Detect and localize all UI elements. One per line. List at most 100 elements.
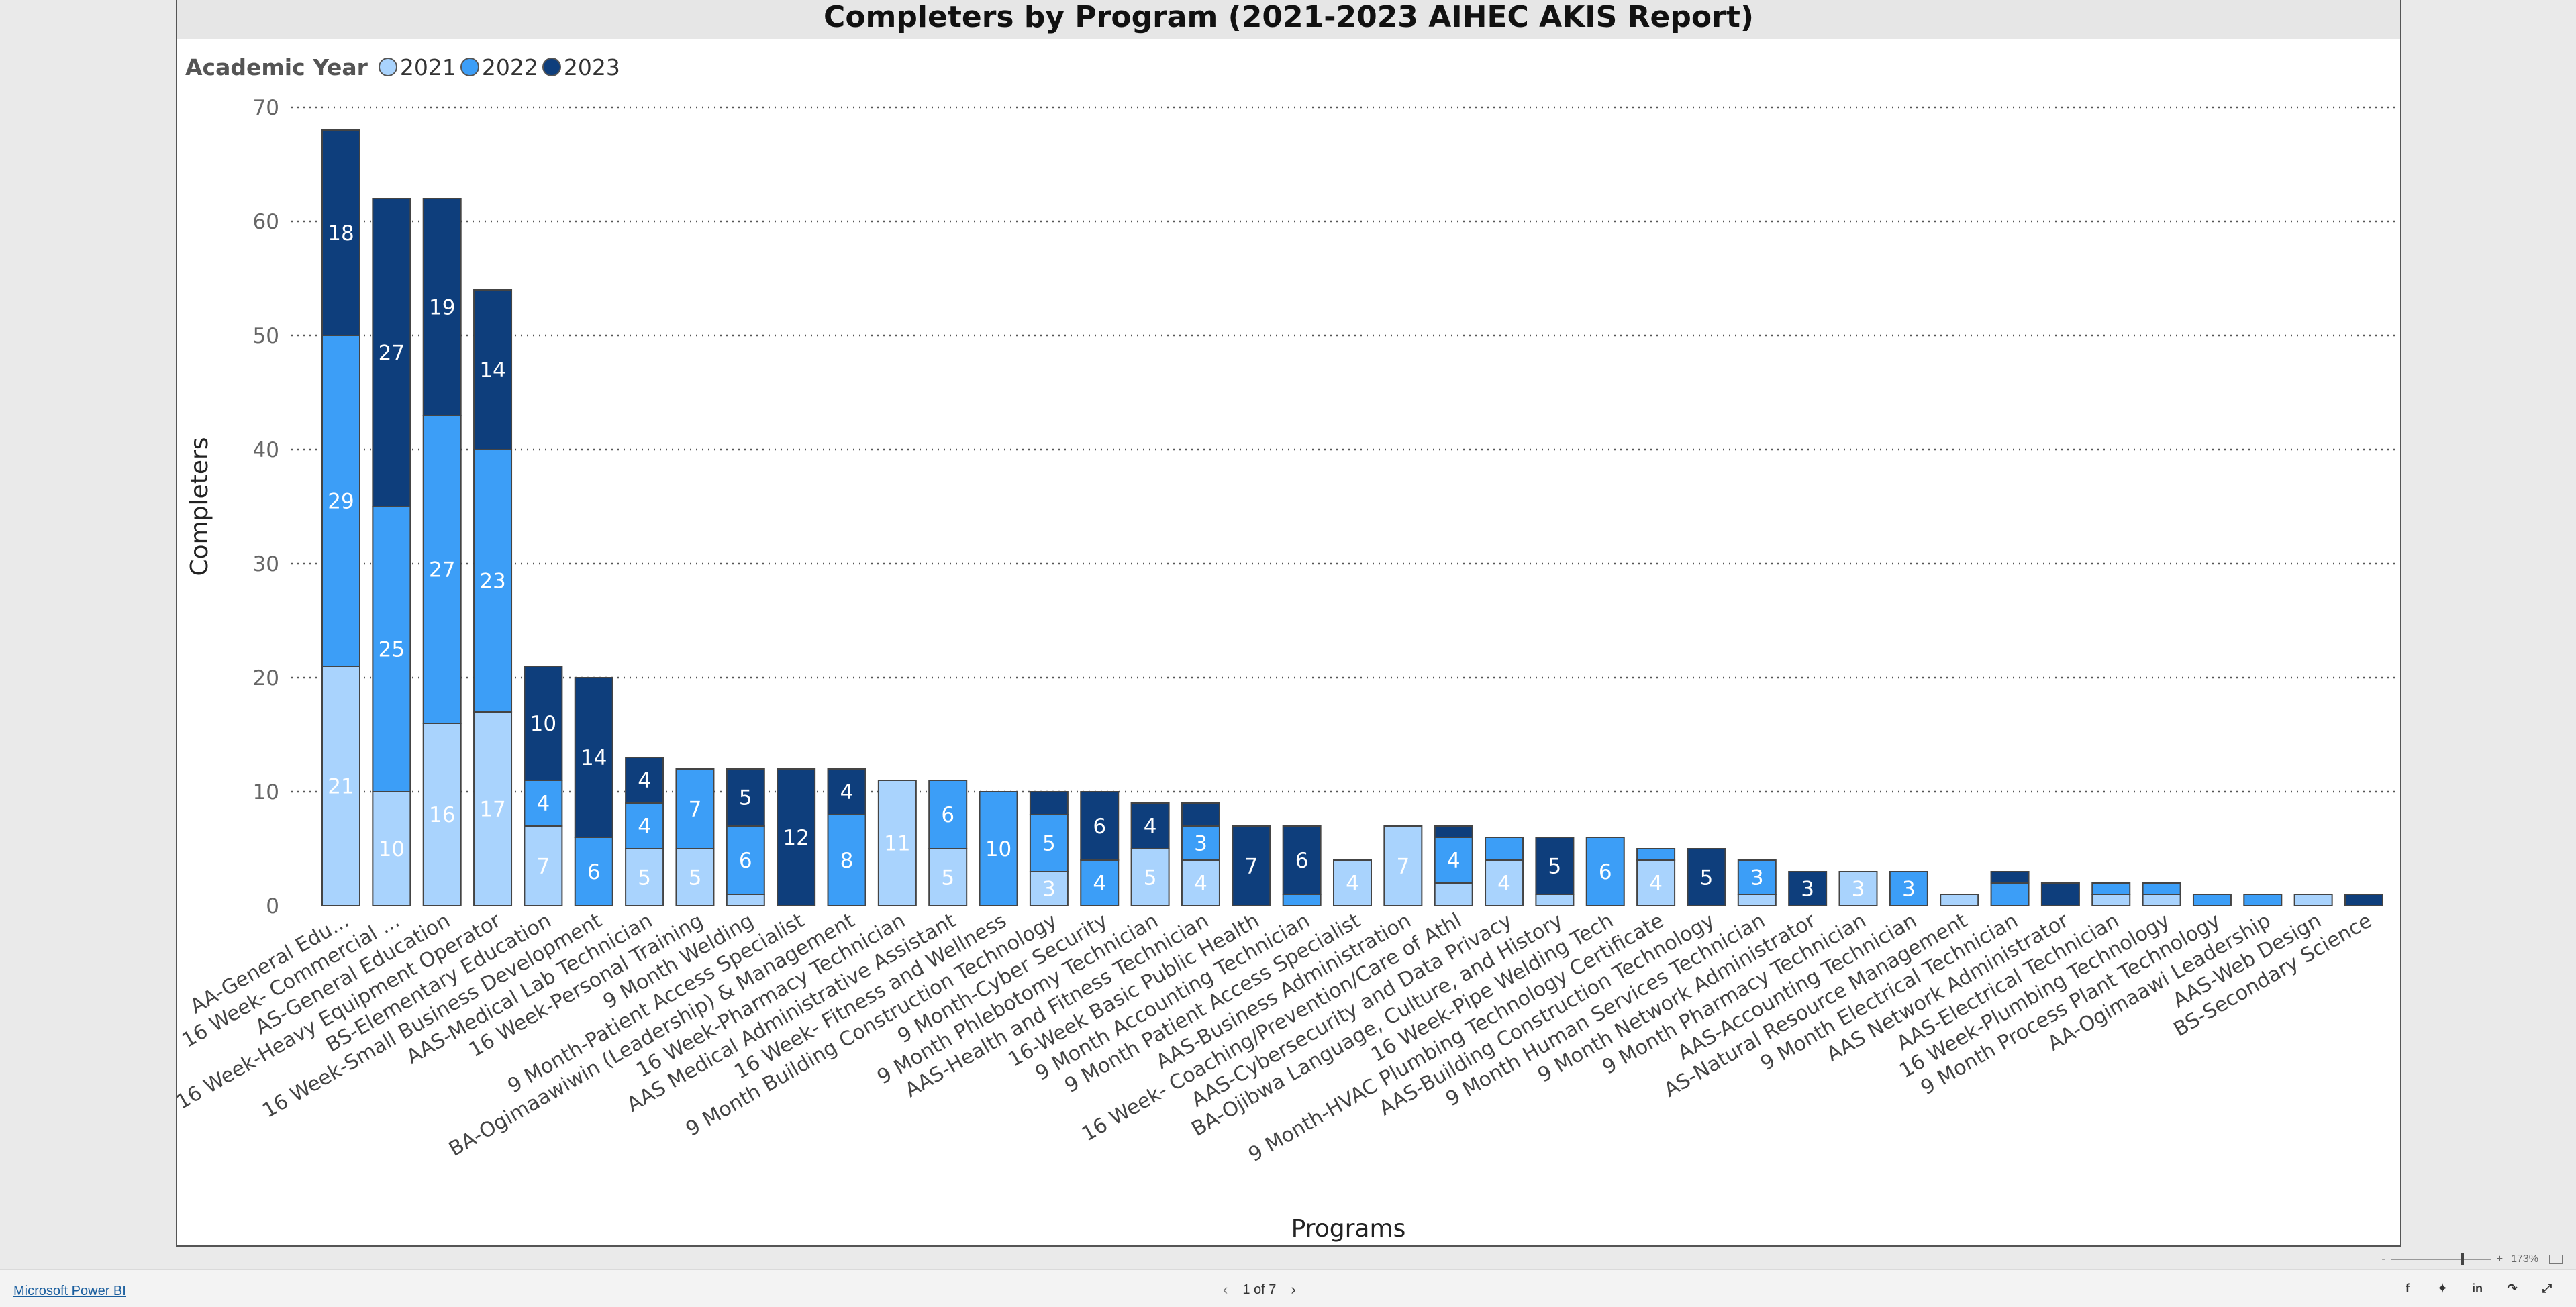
bar-segment-2022 <box>726 825 765 895</box>
legend-item-2022[interactable]: 2022 <box>460 54 538 81</box>
bar-segment-2022 <box>2192 894 2232 906</box>
bar-segment-2023 <box>372 198 411 507</box>
bar-segment-2021 <box>2142 894 2181 906</box>
zoom-in-button[interactable]: + <box>2496 1253 2504 1265</box>
bar-segment-2023 <box>2040 882 2080 906</box>
data-label: 5 <box>1700 866 1714 890</box>
bar-segment-2023 <box>827 768 866 815</box>
data-label: 4 <box>638 815 651 839</box>
bar-segment-2023 <box>524 666 563 781</box>
data-label: 6 <box>1295 849 1309 873</box>
y-tick-label: 40 <box>253 438 279 462</box>
bar-segment-2023 <box>422 198 462 416</box>
bar-segment-2021 <box>1333 859 1372 906</box>
data-label: 5 <box>689 866 702 890</box>
zoom-control[interactable]: - + 173% <box>2381 1253 2563 1265</box>
bar-segment-2023 <box>1535 837 1575 895</box>
data-label: 5 <box>1548 855 1562 879</box>
bar-segment-2021 <box>422 723 462 906</box>
data-label: 7 <box>689 798 702 822</box>
page-indicator: 1 of 7 <box>1242 1282 1277 1297</box>
bar-segment-2021 <box>1485 859 1524 906</box>
bar-segment-2022 <box>2243 894 2283 906</box>
bar-segment-2022 <box>321 335 360 667</box>
legend-item-2023[interactable]: 2023 <box>542 54 620 81</box>
data-label: 23 <box>479 570 505 594</box>
previous-page-icon[interactable]: ‹ <box>1223 1281 1228 1298</box>
data-label: 6 <box>1599 860 1612 884</box>
data-label: 5 <box>739 786 752 811</box>
x-axis-title: Programs <box>1291 1215 1406 1243</box>
bar-segment-2021 <box>1737 894 1777 906</box>
fit-page-icon[interactable] <box>2549 1255 2563 1264</box>
stacked-bar-chart: 010203040506070CompletersPrograms212918A… <box>177 96 2395 1243</box>
powerbi-link[interactable]: Microsoft Power BI <box>13 1284 126 1298</box>
bar-segment-2023 <box>1687 848 1726 906</box>
legend-dot-icon <box>378 58 397 76</box>
fullscreen-icon[interactable]: ⤢ <box>2542 1282 2553 1295</box>
data-label: 4 <box>638 769 651 793</box>
bar-segment-2022 <box>1737 859 1777 895</box>
share-icons: f ✦ in ↷ ⤢ <box>2381 1279 2556 1297</box>
zoom-slider-thumb[interactable] <box>2461 1253 2464 1265</box>
report-canvas: Completers by Program (2021-2023 AIHEC A… <box>176 0 2401 1247</box>
data-label: 6 <box>587 860 601 884</box>
legend-item-2021[interactable]: 2021 <box>378 54 456 81</box>
bar-segment-2022 <box>1434 837 1473 884</box>
data-label: 6 <box>739 849 752 873</box>
data-label: 4 <box>1093 872 1106 896</box>
data-label: 4 <box>1497 872 1511 896</box>
bar-segment-2022 <box>1282 894 1322 906</box>
bar-segment-2022 <box>372 506 411 792</box>
data-label: 3 <box>1750 866 1764 890</box>
zoom-slider[interactable] <box>2390 1253 2491 1265</box>
bar-segment-2022 <box>422 415 462 724</box>
data-label: 4 <box>1144 815 1157 839</box>
data-label: 10 <box>985 837 1011 861</box>
data-label: 6 <box>1093 815 1106 839</box>
data-label: 5 <box>1042 832 1056 856</box>
data-label: 4 <box>1194 872 1207 896</box>
bar-segment-2022 <box>1181 825 1220 861</box>
bar-segment-2023 <box>1788 871 1828 906</box>
data-label: 4 <box>840 780 854 804</box>
bar-segment-2022 <box>1585 837 1625 906</box>
data-label: 18 <box>328 221 354 246</box>
bar-segment-2023 <box>1990 871 2030 884</box>
bar-segment-2023 <box>321 129 360 336</box>
bar-segment-2023 <box>1130 802 1170 849</box>
bar-segment-2021 <box>1434 882 1473 906</box>
bar-segment-2023 <box>1029 791 1069 815</box>
y-tick-label: 0 <box>266 894 279 919</box>
data-label: 4 <box>1447 849 1460 873</box>
legend-dot-icon <box>542 58 561 76</box>
data-label: 7 <box>537 855 550 879</box>
next-page-icon[interactable]: › <box>1291 1281 1296 1298</box>
twitter-icon[interactable]: ✦ <box>2437 1282 2448 1295</box>
share-icon[interactable]: ↷ <box>2507 1282 2518 1295</box>
data-label: 3 <box>1801 878 1814 902</box>
data-label: 17 <box>479 798 505 822</box>
bar-segment-2021 <box>1029 871 1069 906</box>
bar-segment-2023 <box>473 289 513 450</box>
facebook-icon[interactable]: f <box>2406 1282 2410 1295</box>
bar-segment-2022 <box>675 768 715 849</box>
data-label: 19 <box>429 296 455 320</box>
bar-segment-2023 <box>1232 825 1271 906</box>
bar-segment-2023 <box>1434 825 1473 838</box>
data-label: 27 <box>379 342 405 366</box>
zoom-out-button[interactable]: - <box>2381 1253 2385 1265</box>
bar-segment-2021 <box>2091 894 2131 906</box>
bar-segment-2022 <box>1636 848 1676 861</box>
linkedin-icon[interactable]: in <box>2472 1282 2483 1295</box>
data-label: 8 <box>840 849 854 873</box>
data-label: 27 <box>429 558 455 582</box>
data-label: 4 <box>1346 872 1359 896</box>
bar-segment-2021 <box>726 894 765 906</box>
y-tick-label: 50 <box>253 324 279 348</box>
bar-segment-2023 <box>777 768 816 906</box>
bar-segment-2022 <box>524 780 563 827</box>
data-label: 10 <box>530 712 556 736</box>
bar-segment-2022 <box>979 791 1018 906</box>
bar-segment-2023 <box>625 757 664 804</box>
